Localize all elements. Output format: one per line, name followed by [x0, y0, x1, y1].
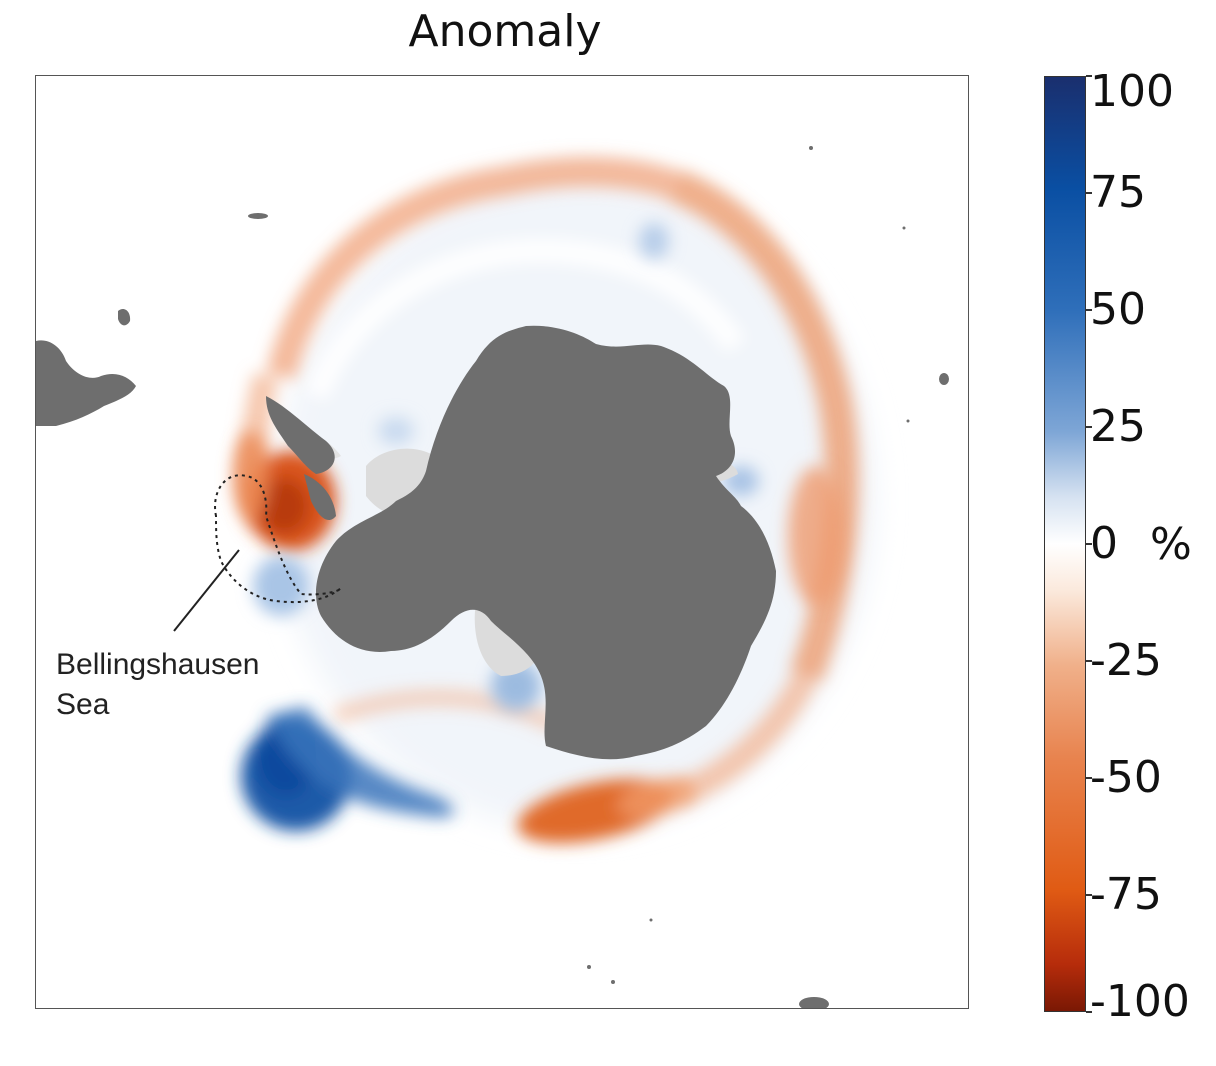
strong-negative-patches — [233, 431, 844, 844]
colorbar-tick-label: 100 — [1090, 66, 1174, 117]
colorbar-unit-label: % — [1150, 519, 1192, 570]
annotation-line-1: Bellingshausen — [56, 648, 260, 681]
colorbar-tick-label: -100 — [1090, 976, 1190, 1027]
colorbar-tick — [1086, 426, 1092, 428]
annotation-line-2: Sea — [56, 688, 110, 721]
positive-anomaly-patches — [241, 223, 759, 831]
antarctica-landmass — [266, 325, 776, 760]
colorbar-tick-label: 25 — [1090, 401, 1146, 452]
antarctica-map — [36, 146, 949, 1008]
colorbar-tick — [1086, 660, 1092, 662]
colorbar-tick — [1086, 1011, 1092, 1013]
bellingshausen-outline — [214, 474, 343, 604]
colorbar-tick-label: -75 — [1090, 869, 1162, 920]
colorbar-tick — [1086, 777, 1092, 779]
colorbar-tick — [1086, 75, 1092, 77]
bellingshausen-sea-label: Bellingshausen Sea — [56, 645, 259, 725]
near-zero-ring — [304, 238, 746, 401]
map-frame — [35, 75, 969, 1009]
colorbar-tick-label: -50 — [1090, 752, 1162, 803]
colorbar-tick — [1086, 192, 1092, 194]
south-america-landmass — [36, 309, 136, 426]
colorbar-tick-label: -25 — [1090, 635, 1162, 686]
colorbar-tick-label: 0 — [1090, 518, 1118, 569]
colorbar-tick-label: 50 — [1090, 284, 1146, 335]
colorbar-tick-label: 75 — [1090, 167, 1146, 218]
colorbar — [1044, 76, 1086, 1012]
annotation-leader-line — [173, 549, 240, 632]
colorbar-tick — [1086, 543, 1092, 545]
colorbar-tick — [1086, 894, 1092, 896]
small-islands — [248, 146, 949, 1008]
map-title: Anomaly — [408, 6, 602, 57]
colorbar-tick — [1086, 309, 1092, 311]
